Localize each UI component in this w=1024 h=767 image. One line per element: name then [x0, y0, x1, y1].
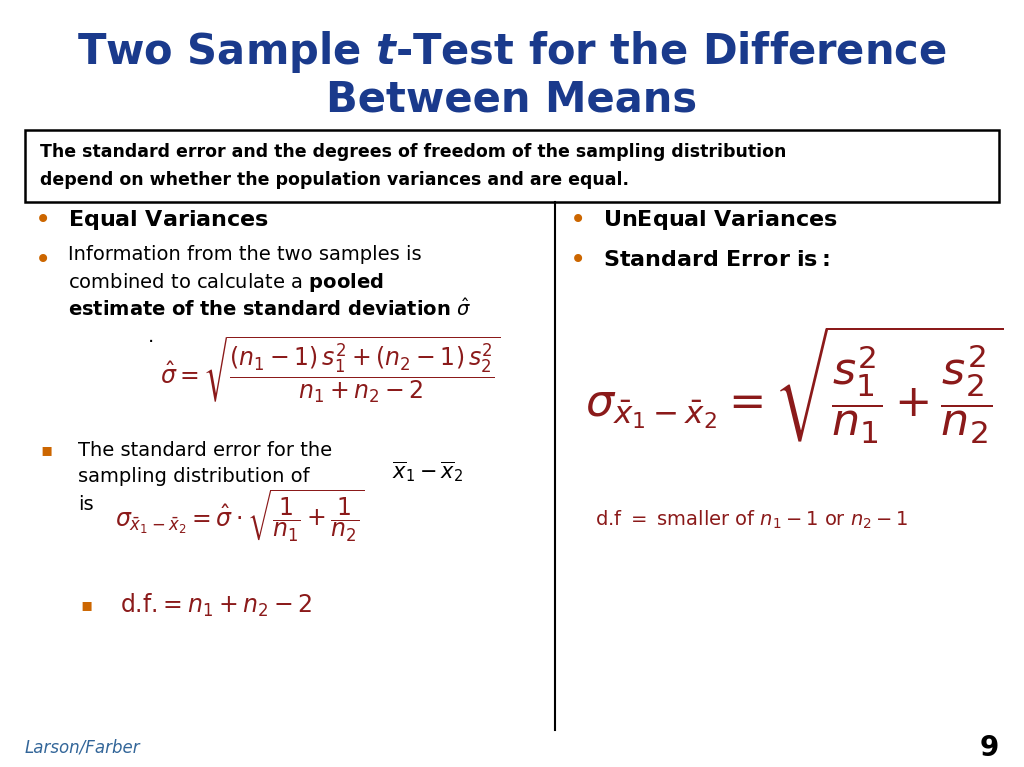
Text: $\sigma_{\bar{x}_1-\bar{x}_2} = \sqrt{\dfrac{s_1^2}{n_1}+\dfrac{s_2^2}{n_2}}$: $\sigma_{\bar{x}_1-\bar{x}_2} = \sqrt{\d… [585, 324, 1004, 446]
Text: d.f $=$ smaller of $n_1 - 1$ or $n_2 - 1$: d.f $=$ smaller of $n_1 - 1$ or $n_2 - 1… [595, 509, 908, 532]
Bar [25, 130, 999, 202]
Text: The standard error for the: The standard error for the [78, 440, 332, 459]
Text: •: • [35, 246, 51, 274]
Text: $\mathbf{estimate\ of\ the\ standard\ deviation}\ \hat{\sigma}$: $\mathbf{estimate\ of\ the\ standard\ de… [68, 298, 471, 320]
Text: 9: 9 [980, 734, 999, 762]
Text: Between Means: Between Means [327, 79, 697, 121]
Text: $\mathbf{UnEqual\ Variances}$: $\mathbf{UnEqual\ Variances}$ [603, 208, 838, 232]
Text: combined to calculate a $\mathbf{pooled}$: combined to calculate a $\mathbf{pooled}… [68, 271, 384, 294]
Text: The standard error and the degrees of freedom of the sampling distribution: The standard error and the degrees of fr… [40, 143, 786, 161]
Text: $\overline{x}_1 - \overline{x}_2$: $\overline{x}_1 - \overline{x}_2$ [392, 459, 463, 485]
Text: •: • [570, 246, 587, 274]
Text: sampling distribution of: sampling distribution of [78, 468, 309, 486]
Text: •: • [570, 206, 587, 234]
Text: $\mathbf{Standard\ Error\ is:}$: $\mathbf{Standard\ Error\ is:}$ [603, 250, 829, 270]
Text: $\mathbf{Equal\ Variances}$: $\mathbf{Equal\ Variances}$ [68, 208, 269, 232]
Text: depend on whether the population variances and are equal.: depend on whether the population varianc… [40, 171, 629, 189]
Text: ·: · [148, 334, 155, 353]
Text: •: • [35, 206, 51, 234]
Text: d.f.$= n_1 + n_2 - 2$: d.f.$= n_1 + n_2 - 2$ [120, 591, 312, 619]
Text: is: is [78, 495, 93, 513]
Text: Larson/Farber: Larson/Farber [25, 739, 140, 757]
Text: $\hat{\sigma} = \sqrt{\dfrac{(n_1-1)\,s_1^2 + (n_2-1)\,s_2^2}{n_1 + n_2 - 2}}$: $\hat{\sigma} = \sqrt{\dfrac{(n_1-1)\,s_… [160, 334, 501, 405]
Text: ▪: ▪ [40, 441, 52, 459]
Text: Two Sample $\bfit{t}$-Test for the Difference: Two Sample $\bfit{t}$-Test for the Diffe… [77, 29, 947, 75]
Text: $\sigma_{\bar{x}_1-\bar{x}_2} = \hat{\sigma} \cdot \sqrt{\dfrac{1}{n_1}+\dfrac{1: $\sigma_{\bar{x}_1-\bar{x}_2} = \hat{\si… [115, 487, 365, 543]
Text: Information from the two samples is: Information from the two samples is [68, 245, 422, 265]
Text: ▪: ▪ [80, 596, 92, 614]
